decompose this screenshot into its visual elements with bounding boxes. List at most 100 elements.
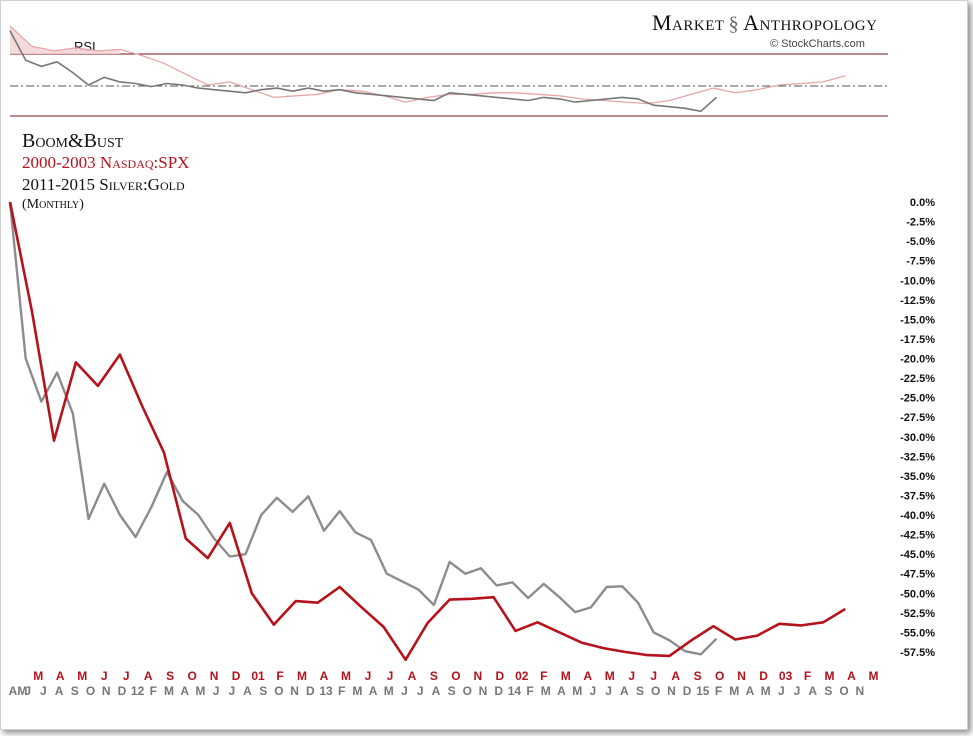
x-tick-label-series1: O (187, 669, 196, 683)
x-tick-label-series2: J (401, 684, 408, 698)
dna-icon: § (728, 13, 740, 35)
x-tick-label-series1: M (297, 669, 307, 683)
x-tick-label-series2: M (164, 684, 174, 698)
x-tick-label-series2: F (715, 684, 722, 698)
x-tick-label-series1: N (210, 669, 219, 683)
brand-right: Anthropology (743, 10, 878, 35)
x-tick-label-series1: S (166, 669, 174, 683)
x-tick-label-series1: A (671, 669, 680, 683)
chart-title: Boom&Bust (22, 130, 124, 152)
x-tick-label-series1: 02 (515, 669, 529, 683)
x-tick-label-series2: S (824, 684, 832, 698)
y-tick-label: -42.5% (900, 530, 935, 542)
y-tick-label: -27.5% (900, 412, 935, 424)
x-tick-label-series2: F (150, 684, 157, 698)
series1-label: 2000-2003 Nasdaq:SPX (22, 153, 190, 172)
y-tick-label: -35.0% (900, 471, 935, 483)
x-tick-label-series2: A (620, 684, 629, 698)
x-tick-label-series2: O (274, 684, 283, 698)
credit-text: © StockCharts.com (770, 38, 865, 50)
x-tick-label-series1: A (144, 669, 153, 683)
y-tick-label: -52.5% (900, 608, 935, 620)
x-tick-label-series2: J (213, 684, 220, 698)
x-tick-label-series1: 01 (251, 669, 265, 683)
x-tick-label-series2: J (605, 684, 612, 698)
y-tick-label: -45.0% (900, 549, 935, 561)
series2-label: 2011-2015 Silver:Gold (22, 175, 185, 194)
brand-logo: Market § Anthropology (652, 10, 877, 36)
x-tick-label-series1: A (320, 669, 329, 683)
x-tick-label-series2: M (761, 684, 771, 698)
x-tick-label-series2: 13 (319, 684, 333, 698)
y-tick-label: -17.5% (900, 334, 935, 346)
x-tick-label-series1: M (561, 669, 571, 683)
x-tick-label-series2: 12 (131, 684, 145, 698)
x-tick-label-series2: O (463, 684, 472, 698)
y-tick-label: -55.0% (900, 627, 935, 639)
x-tick-label-series1: A (408, 669, 417, 683)
x-tick-label-series2: 14 (508, 684, 522, 698)
x-tick-label-series2: M (729, 684, 739, 698)
x-tick-label-series2: F (526, 684, 533, 698)
x-tick-label-series1: N (737, 669, 746, 683)
x-tick-label-series1: J (650, 669, 657, 683)
x-tick-label-series2: O (86, 684, 95, 698)
x-tick-label-series1: O (715, 669, 724, 683)
y-tick-label: -40.0% (900, 510, 935, 522)
y-tick-label: -50.0% (900, 588, 935, 600)
x-tick-label-series1: S (430, 669, 438, 683)
y-tick-label: -12.5% (900, 295, 935, 307)
x-tick-label-series2: J (794, 684, 801, 698)
y-tick-label: -7.5% (906, 256, 935, 268)
y-tick-label: -2.5% (906, 217, 935, 229)
x-tick-label-series2: N (102, 684, 111, 698)
rsi-panel: RSI (9, 25, 888, 117)
x-axis: M A M J J A S O N D 01 F M A M J J A S O N D 02 F M A M J J A S O N D 03 F M… (9, 669, 879, 698)
x-tick-label-series1: J (365, 669, 372, 683)
x-tick-label-series2: M (352, 684, 362, 698)
x-tick-label-series2: N (479, 684, 488, 698)
x-tick-label-series2: A (180, 684, 189, 698)
x-tick-label-series2: S (71, 684, 79, 698)
x-tick-label-series1: O (451, 669, 460, 683)
x-tick-label-series2: N (855, 684, 864, 698)
x-tick-label-series2: N (667, 684, 676, 698)
y-axis: 0.0% -2.5% -5.0% -7.5% -10.0% -12.5% -15.0% -17… (900, 197, 935, 659)
x-tick-label-series1: M (77, 669, 87, 683)
x-tick-label-series1: D (759, 669, 768, 683)
x-tick-label-series1: N (474, 669, 483, 683)
series1-line (8, 201, 846, 662)
x-tick-label-series2: AM (9, 684, 28, 698)
x-tick-label-series2: A (432, 684, 441, 698)
x-tick-label-series2: O (839, 684, 848, 698)
y-tick-label: -25.0% (900, 393, 935, 405)
x-tick-label-series1: M (33, 669, 43, 683)
x-tick-label-series1: M (605, 669, 615, 683)
x-tick-label-series2: J (24, 684, 31, 698)
x-tick-label-series2: M (572, 684, 582, 698)
x-tick-label-series2: N (290, 684, 299, 698)
x-tick-label-series2: M (384, 684, 394, 698)
x-tick-label-series2: O (651, 684, 660, 698)
x-tick-label-series2: A (746, 684, 755, 698)
x-tick-label-series2: 15 (696, 684, 710, 698)
x-tick-label-series1: J (628, 669, 635, 683)
x-tick-label-series1: M (869, 669, 879, 683)
y-tick-label: -10.0% (900, 275, 935, 287)
rsi-series1-line (9, 25, 846, 105)
y-tick-label: -47.5% (900, 569, 935, 581)
y-tick-label: -37.5% (900, 490, 935, 502)
x-tick-label-series1: M (341, 669, 351, 683)
rsi-series2-line (9, 30, 718, 113)
y-tick-label: -30.0% (900, 432, 935, 444)
x-tick-label-series1: M (825, 669, 835, 683)
x-tick-label-series1: A (583, 669, 592, 683)
x-tick-label-series2: A (243, 684, 252, 698)
x-tick-label-series2: A (557, 684, 566, 698)
frequency-note: (Monthly) (22, 197, 84, 212)
x-tick-label-series2: D (494, 684, 503, 698)
x-tick-label-series2: D (683, 684, 692, 698)
y-tick-label: -22.5% (900, 373, 935, 385)
